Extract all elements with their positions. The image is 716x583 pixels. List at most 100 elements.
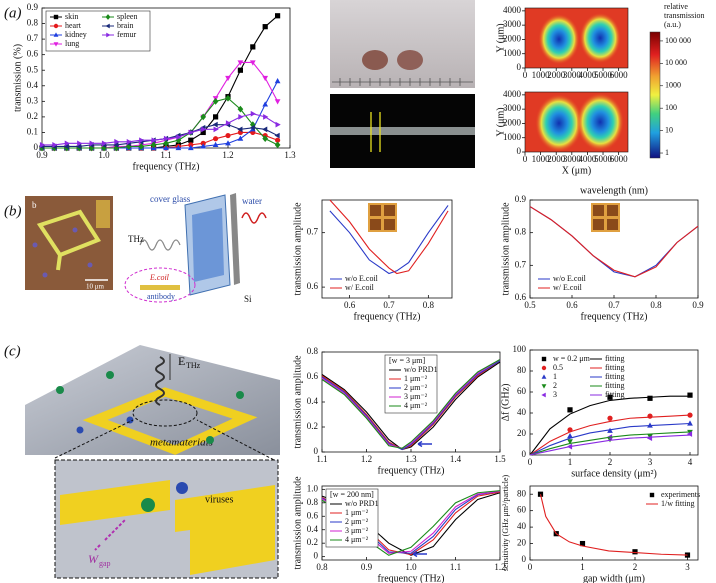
marker	[262, 24, 268, 30]
x-tick-label: 3000	[563, 70, 582, 80]
marker	[237, 135, 244, 141]
x-tick-label: 1	[568, 457, 573, 467]
x-tick-label: 2	[633, 562, 638, 572]
marker	[200, 113, 207, 121]
marker	[200, 129, 206, 136]
y-tick-label: 0.2	[307, 537, 318, 547]
legend-label: brain	[117, 21, 133, 30]
marker	[274, 77, 281, 84]
marker	[567, 439, 573, 445]
x-tick-label: 1000	[532, 154, 551, 164]
heatmap-blob	[538, 14, 580, 65]
y-tick-label: 1000	[503, 132, 522, 142]
x-tick-label: 1000	[532, 70, 551, 80]
marker	[275, 137, 281, 143]
x-axis-label: frequency (THz)	[378, 573, 445, 583]
x-axis-label: frequency (THz)	[581, 311, 648, 322]
legend-marker	[649, 492, 655, 498]
x-axis-label: gap width (μm)	[583, 573, 645, 583]
legend-frame	[384, 354, 438, 414]
legend-frame	[325, 488, 379, 548]
x-tick-label: 1.5	[494, 454, 506, 464]
marker	[163, 135, 170, 142]
plot-frame	[529, 485, 699, 561]
x-tick-label: 2000	[547, 70, 566, 80]
y-tick-label: 0.7	[27, 33, 39, 43]
plot-frame	[529, 349, 699, 456]
marker	[101, 140, 108, 147]
marker	[274, 99, 281, 105]
marker	[213, 126, 219, 133]
colorbar-title: relative transmission (a.u.)	[664, 2, 705, 29]
marker	[201, 126, 207, 133]
y-axis-label: transmission (%)	[12, 44, 23, 112]
y-axis-label: sensitivity (GHz μm²/particle)	[501, 474, 510, 571]
sem-inset	[96, 200, 110, 228]
y-tick-label: 0.5	[27, 64, 39, 74]
y-tick-label: 20	[517, 538, 527, 548]
marker	[212, 141, 219, 147]
sem-label: b	[32, 200, 37, 210]
x-tick-label: 3000	[563, 154, 582, 164]
x-tick-label: 2	[608, 457, 613, 467]
y-tick-label: 0.7	[515, 259, 527, 269]
marker	[249, 124, 255, 131]
marker	[647, 395, 653, 401]
y-axis-label: transmission amplitude	[292, 476, 303, 570]
x-tick-label: 1.2	[494, 562, 505, 572]
legend-label: 3	[553, 390, 557, 399]
legend-marker	[541, 356, 547, 362]
y-tick-label: 80	[517, 488, 527, 498]
tissue-photo	[330, 0, 475, 88]
antibody-label: antibody	[147, 292, 175, 301]
x-tick-label: 1.2	[222, 150, 233, 160]
legend-label: heart	[65, 21, 82, 30]
y-tick-label: 0.2	[27, 111, 38, 121]
series-line	[529, 395, 690, 456]
metamaterial-inset	[382, 203, 397, 218]
x-tick-label: 6000	[610, 154, 629, 164]
y-axis-label: transmission amplitude	[292, 202, 303, 296]
legend-label: 2 μm⁻²	[345, 517, 369, 526]
y-tick-label: 4000	[503, 89, 522, 99]
series-line	[329, 205, 449, 275]
legend-marker	[105, 14, 111, 20]
marker	[263, 114, 269, 120]
marker	[225, 140, 231, 146]
x-tick-label: 0	[523, 154, 528, 164]
marker	[225, 94, 231, 102]
x-tick-label: 0.9	[36, 150, 48, 160]
field-subscript: THz	[186, 361, 201, 370]
inset-electrode	[60, 480, 170, 525]
series-line	[529, 422, 691, 456]
y-tick-label: 0	[522, 554, 527, 564]
zoom-ellipse	[124, 267, 196, 303]
x2-axis-label: wavelength (nm)	[580, 185, 648, 196]
viruses-label: viruses	[205, 494, 233, 505]
tissue-sample	[397, 50, 423, 70]
marker	[225, 132, 231, 139]
legend-label: 2 μm⁻²	[404, 383, 428, 392]
y-tick-label: 1000	[503, 48, 522, 58]
legend-marker	[105, 23, 110, 29]
x-tick-label: 0.9	[361, 562, 373, 572]
marker	[76, 143, 82, 150]
y-tick-label: 60	[517, 386, 527, 396]
y-tick-label: 3000	[503, 19, 522, 29]
y-tick-label: 0.8	[307, 346, 319, 356]
x-tick-label: 0.9	[692, 300, 704, 310]
series-line	[529, 434, 691, 456]
marker	[687, 392, 693, 398]
y-tick-label: 0.8	[307, 497, 319, 507]
series-line	[42, 80, 279, 149]
x-tick-label: 0.5	[524, 300, 536, 310]
legend-marker	[541, 374, 547, 379]
marker	[250, 110, 256, 117]
ecoli-label: E.coil	[149, 273, 170, 282]
metamaterial-inset	[591, 217, 606, 232]
y-tick-label: 0.6	[307, 281, 319, 291]
shift-arrow	[417, 440, 432, 448]
x-tick-label: 0.8	[316, 562, 328, 572]
marker	[212, 121, 218, 128]
